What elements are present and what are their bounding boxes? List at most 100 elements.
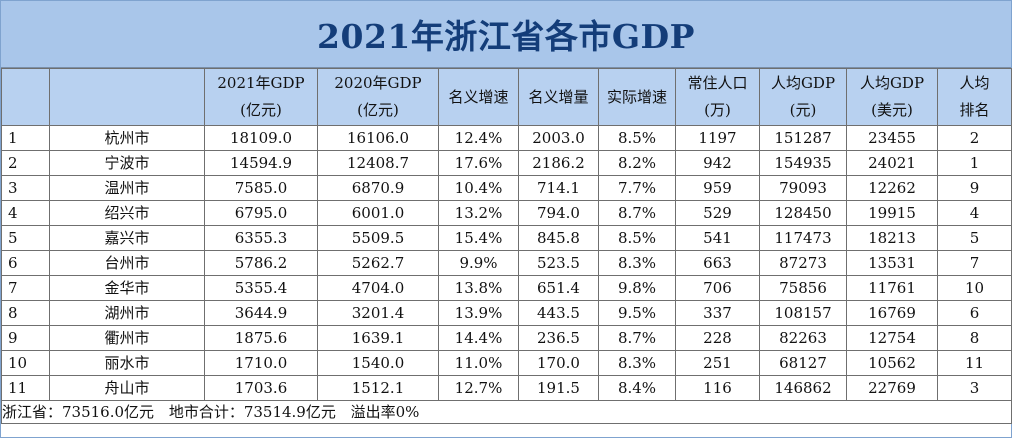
- cell-nominal-growth: 14.4%: [438, 325, 519, 351]
- table-row: 9 衢州市 1875.6 1639.1 14.4% 236.5 8.7% 228…: [1, 325, 1012, 351]
- cell-gdp-2020: 1512.1: [317, 375, 439, 401]
- cell-city: 丽水市: [49, 350, 205, 376]
- table-row: 8 湖州市 3644.9 3201.4 13.9% 443.5 9.5% 337…: [1, 300, 1012, 326]
- header-per-capita-rank-line1: 人均: [959, 74, 990, 92]
- cell-real-growth: 7.7%: [598, 175, 676, 201]
- cell-index: 11: [1, 375, 50, 401]
- header-per-capita-usd-unit: (美元): [871, 101, 913, 119]
- table-row: 6 台州市 5786.2 5262.7 9.9% 523.5 8.3% 663 …: [1, 250, 1012, 276]
- cell-gdp-2021: 6355.3: [204, 225, 318, 251]
- cell-gdp-2020: 1540.0: [317, 350, 439, 376]
- cell-population: 337: [675, 300, 760, 326]
- cell-nominal-increase: 794.0: [518, 200, 599, 226]
- cell-city: 衢州市: [49, 325, 205, 351]
- cell-per-capita-usd: 10562: [846, 350, 938, 376]
- cell-rank: 9: [937, 175, 1012, 201]
- cell-gdp-2021: 6795.0: [204, 200, 318, 226]
- footer-city-sum: 地市合计：73514.9亿元: [168, 402, 336, 421]
- cell-gdp-2020: 6870.9: [317, 175, 439, 201]
- cell-per-capita-cny: 87273: [759, 250, 847, 276]
- cell-nominal-growth: 12.4%: [438, 125, 519, 151]
- cell-population: 942: [675, 150, 760, 176]
- table-header: 2021年GDP (亿元) 2020年GDP (亿元) 名义增速 名义增量 实际…: [1, 68, 1012, 126]
- header-gdp-2020-label: 2020年GDP: [334, 74, 422, 92]
- table-row: 2 宁波市 14594.9 12408.7 17.6% 2186.2 8.2% …: [1, 150, 1012, 176]
- cell-gdp-2020: 3201.4: [317, 300, 439, 326]
- cell-nominal-increase: 845.8: [518, 225, 599, 251]
- cell-per-capita-usd: 19915: [846, 200, 938, 226]
- cell-gdp-2021: 1703.6: [204, 375, 318, 401]
- cell-population: 1197: [675, 125, 760, 151]
- cell-gdp-2021: 14594.9: [204, 150, 318, 176]
- table-row: 1 杭州市 18109.0 16106.0 12.4% 2003.0 8.5% …: [1, 125, 1012, 151]
- title-bar: 2021年浙江省各市GDP: [1, 1, 1011, 68]
- cell-per-capita-usd: 18213: [846, 225, 938, 251]
- table-row: 10 丽水市 1710.0 1540.0 11.0% 170.0 8.3% 25…: [1, 350, 1012, 376]
- cell-index: 6: [1, 250, 50, 276]
- page-title: 2021年浙江省各市GDP: [317, 17, 695, 56]
- cell-city: 台州市: [49, 250, 205, 276]
- header-per-capita-cny-unit: (元): [789, 101, 817, 119]
- cell-gdp-2020: 5509.5: [317, 225, 439, 251]
- cell-gdp-2021: 18109.0: [204, 125, 318, 151]
- cell-rank: 4: [937, 200, 1012, 226]
- cell-per-capita-usd: 12754: [846, 325, 938, 351]
- cell-rank: 10: [937, 275, 1012, 301]
- cell-per-capita-cny: 151287: [759, 125, 847, 151]
- cell-rank: 8: [937, 325, 1012, 351]
- cell-per-capita-usd: 24021: [846, 150, 938, 176]
- cell-index: 2: [1, 150, 50, 176]
- cell-index: 8: [1, 300, 50, 326]
- cell-gdp-2021: 3644.9: [204, 300, 318, 326]
- cell-nominal-increase: 651.4: [518, 275, 599, 301]
- footer-summary: 浙江省：73516.0亿元 地市合计：73514.9亿元 溢出率0%: [1, 400, 1012, 424]
- cell-nominal-growth: 9.9%: [438, 250, 519, 276]
- cell-real-growth: 8.4%: [598, 375, 676, 401]
- cell-nominal-growth: 13.8%: [438, 275, 519, 301]
- cell-nominal-growth: 12.7%: [438, 375, 519, 401]
- table-row: 5 嘉兴市 6355.3 5509.5 15.4% 845.8 8.5% 541…: [1, 225, 1012, 251]
- gdp-table: 2021年GDP (亿元) 2020年GDP (亿元) 名义增速 名义增量 实际…: [1, 68, 1012, 424]
- cell-city: 金华市: [49, 275, 205, 301]
- cell-gdp-2021: 5786.2: [204, 250, 318, 276]
- cell-city: 杭州市: [49, 125, 205, 151]
- cell-nominal-growth: 15.4%: [438, 225, 519, 251]
- cell-city: 舟山市: [49, 375, 205, 401]
- header-nominal-increase: 名义增量: [518, 68, 599, 126]
- header-nominal-growth: 名义增速: [438, 68, 519, 126]
- cell-population: 251: [675, 350, 760, 376]
- header-per-capita-cny: 人均GDP (元): [759, 68, 847, 126]
- cell-nominal-increase: 2186.2: [518, 150, 599, 176]
- cell-nominal-increase: 191.5: [518, 375, 599, 401]
- header-per-capita-rank: 人均 排名: [937, 68, 1012, 126]
- cell-rank: 5: [937, 225, 1012, 251]
- cell-per-capita-usd: 11761: [846, 275, 938, 301]
- header-population: 常住人口 (万): [675, 68, 760, 126]
- header-gdp-2020: 2020年GDP (亿元): [317, 68, 439, 126]
- cell-gdp-2020: 5262.7: [317, 250, 439, 276]
- cell-per-capita-cny: 82263: [759, 325, 847, 351]
- cell-gdp-2020: 4704.0: [317, 275, 439, 301]
- cell-rank: 1: [937, 150, 1012, 176]
- cell-per-capita-cny: 146862: [759, 375, 847, 401]
- cell-population: 959: [675, 175, 760, 201]
- header-index: [1, 68, 50, 126]
- cell-per-capita-usd: 23455: [846, 125, 938, 151]
- header-real-growth-label: 实际增速: [606, 87, 667, 106]
- header-real-growth: 实际增速: [598, 68, 676, 126]
- header-per-capita-usd-label: 人均GDP: [859, 74, 925, 92]
- cell-rank: 3: [937, 375, 1012, 401]
- cell-population: 706: [675, 275, 760, 301]
- header-per-capita-rank-line2: 排名: [959, 101, 990, 119]
- cell-population: 529: [675, 200, 760, 226]
- cell-gdp-2020: 1639.1: [317, 325, 439, 351]
- cell-real-growth: 8.5%: [598, 225, 676, 251]
- cell-city: 嘉兴市: [49, 225, 205, 251]
- cell-per-capita-cny: 75856: [759, 275, 847, 301]
- footer-province-total: 浙江省：73516.0亿元: [2, 402, 155, 421]
- cell-nominal-growth: 13.9%: [438, 300, 519, 326]
- cell-city: 绍兴市: [49, 200, 205, 226]
- cell-per-capita-cny: 108157: [759, 300, 847, 326]
- cell-population: 116: [675, 375, 760, 401]
- header-per-capita-cny-label: 人均GDP: [770, 74, 836, 92]
